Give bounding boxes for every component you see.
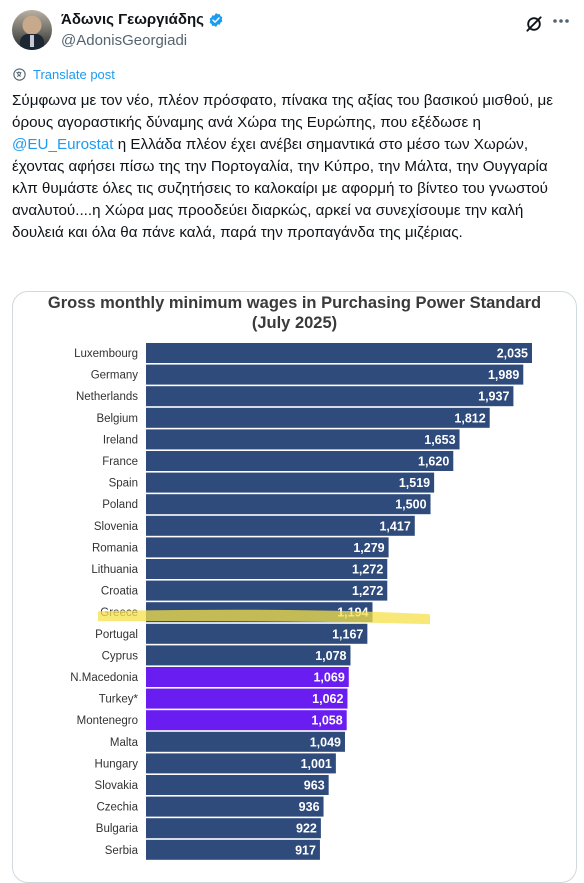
value-label: 1,653: [424, 433, 455, 447]
author-handle[interactable]: @AdonisGeorgiadi: [61, 32, 188, 49]
value-label: 1,620: [418, 455, 449, 469]
value-label: 1,937: [478, 390, 509, 404]
category-label: Germany: [91, 370, 139, 382]
category-label: Croatia: [101, 586, 139, 598]
value-label: 936: [299, 800, 320, 814]
value-label: 917: [295, 843, 316, 857]
bar-germany: [146, 364, 524, 385]
post-text: Σύμφωνα με τον νέο, πλέον πρόσφατο, πίνα…: [12, 90, 572, 244]
greece-highlighter-mark: [98, 609, 430, 625]
value-label: 1,167: [332, 627, 363, 641]
category-label: N.Macedonia: [70, 672, 138, 684]
avatar[interactable]: [12, 10, 52, 50]
chart-title-line-2: (July 2025): [251, 314, 338, 332]
category-label: Spain: [109, 478, 138, 490]
bar-hungary: [146, 753, 336, 774]
translate-icon: [13, 68, 26, 81]
category-label: Turkey*: [99, 694, 139, 706]
value-label: 1,058: [311, 714, 342, 728]
post-text-part-1: Σύμφωνα με τον νέο, πλέον πρόσφατο, πίνα…: [12, 92, 554, 131]
bar-czechia: [146, 796, 324, 817]
value-label: 1,812: [454, 411, 485, 425]
post-text-part-2: η Ελλάδα πλέον έχει ανέβει σημαντικά στο…: [12, 136, 548, 241]
category-label: Belgium: [96, 413, 138, 425]
grok-icon[interactable]: [524, 14, 544, 34]
bar-slovenia: [146, 515, 415, 536]
value-label: 1,272: [352, 563, 383, 577]
category-label: Cyprus: [102, 650, 139, 662]
value-label: 1,049: [310, 735, 341, 749]
post-image-chart[interactable]: Gross monthly minimum wages in Purchasin…: [12, 291, 577, 883]
translate-post-link[interactable]: Translate post: [12, 67, 115, 82]
category-label: Czechia: [96, 802, 138, 814]
value-label: 963: [304, 779, 325, 793]
bar-malta: [146, 731, 345, 752]
bar-netherlands: [146, 386, 514, 407]
value-label: 1,500: [395, 498, 426, 512]
bar-lithuania: [146, 559, 388, 579]
value-label: 1,062: [312, 692, 343, 706]
value-label: 1,272: [352, 584, 383, 598]
value-label: 1,989: [488, 368, 519, 382]
value-label: 1,519: [399, 476, 430, 490]
bar-cyprus: [146, 645, 351, 666]
bar-chart: Luxembourg 2,035 Germany 1,989 Netherlands 1,…: [70, 343, 532, 860]
category-label: Portugal: [95, 629, 138, 641]
bar-belgium: [146, 407, 490, 428]
bar-croatia: [146, 580, 388, 601]
mention-link[interactable]: @EU_Eurostat: [12, 136, 114, 153]
category-label: Poland: [102, 499, 138, 511]
bar-turkey: [146, 688, 348, 709]
bar-bulgaria: [146, 818, 321, 839]
category-label: Ireland: [103, 434, 138, 446]
category-label: Slovenia: [94, 521, 139, 533]
bar-slovakia: [146, 775, 329, 795]
bar-romania: [146, 537, 389, 558]
bar-serbia: [146, 839, 320, 860]
verified-badge-icon: [209, 12, 223, 27]
more-icon[interactable]: [552, 18, 570, 24]
bar-portugal: [146, 623, 368, 644]
category-label: Netherlands: [76, 391, 138, 403]
chart-title-line-1: Gross monthly minimum wages in Purchasin…: [47, 294, 542, 312]
value-label: 1,417: [379, 519, 410, 533]
category-label: Romania: [92, 542, 139, 554]
value-label: 1,001: [301, 757, 332, 771]
category-label: Montenegro: [77, 715, 138, 727]
category-label: Hungary: [95, 758, 139, 770]
author-name-row: Άδωνις Γεωργιάδης: [61, 11, 224, 28]
value-label: 2,035: [497, 347, 528, 361]
category-label: France: [102, 456, 138, 468]
category-label: Luxembourg: [74, 348, 138, 360]
author-name[interactable]: Άδωνις Γεωργιάδης: [61, 11, 204, 28]
avatar-tie: [30, 35, 34, 47]
category-label: Bulgaria: [96, 823, 139, 835]
bar-france: [146, 451, 454, 471]
bar-montenegro: [146, 710, 347, 731]
bar-luxembourg: [146, 343, 532, 363]
post-header: Άδωνις Γεωργιάδης @AdonisGeorgiadi: [12, 8, 570, 52]
value-label: 1,069: [313, 671, 344, 685]
bar-nmacedonia: [146, 667, 349, 687]
value-label: 922: [296, 822, 317, 836]
bar-poland: [146, 494, 431, 515]
category-label: Malta: [110, 737, 139, 749]
value-label: 1,078: [315, 649, 346, 663]
chart-title: Gross monthly minimum wages in Purchasin…: [13, 292, 576, 333]
bar-ireland: [146, 429, 460, 450]
category-label: Lithuania: [91, 564, 138, 576]
value-label: 1,279: [353, 541, 384, 555]
translate-label: Translate post: [33, 67, 115, 82]
category-label: Slovakia: [95, 780, 139, 792]
category-label: Serbia: [105, 845, 139, 857]
bar-spain: [146, 472, 435, 493]
